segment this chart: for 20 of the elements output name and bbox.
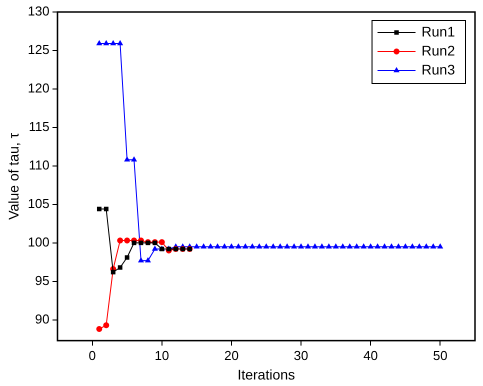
x-tick-label: 50 [432, 348, 448, 363]
x-tick-label: 20 [224, 348, 239, 363]
y-tick-label: 105 [28, 196, 50, 211]
x-axis-title: Iterations [237, 366, 296, 382]
legend-label: Run2 [422, 42, 456, 58]
y-tick-label: 115 [28, 119, 50, 134]
y-tick-label: 90 [35, 311, 50, 326]
y-tick-label: 125 [28, 42, 50, 58]
legend-label: Run3 [422, 61, 456, 78]
y-tick-label: 130 [28, 4, 50, 19]
y-tick-label: 110 [28, 157, 50, 172]
y-tick-label: 120 [28, 80, 50, 96]
x-tick-label: 0 [88, 348, 96, 363]
y-tick-label: 100 [28, 234, 50, 250]
x-tick-label: 30 [294, 348, 308, 363]
y-axis-title: Value of tau, τ [5, 132, 22, 220]
x-tick-label: 10 [154, 348, 170, 363]
y-tick-label: 95 [35, 272, 50, 288]
x-tick-label: 40 [363, 348, 378, 363]
legend-label: Run1 [422, 23, 456, 40]
